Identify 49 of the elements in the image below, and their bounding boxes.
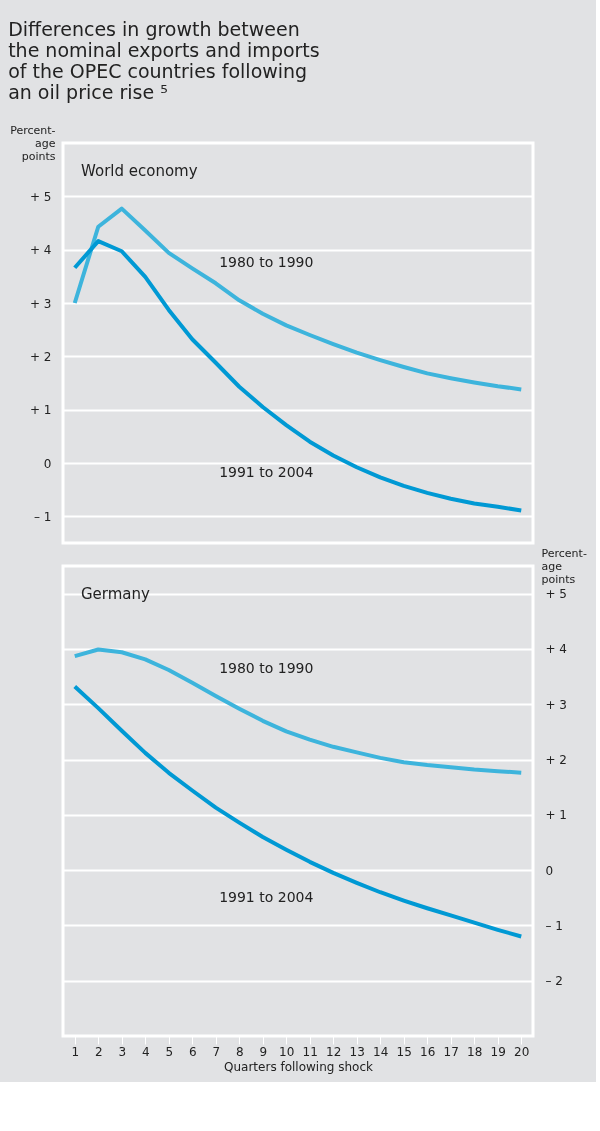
text: Germany (81, 585, 151, 603)
y-tick-label: – 1 (34, 509, 52, 524)
x-tick-label: 18 (467, 1044, 483, 1059)
y2-tick-label: + 4 (545, 642, 568, 657)
y2-tick-label: + 5 (545, 587, 568, 602)
x-tick-label: 19 (490, 1044, 506, 1059)
x-tick-label: 14 (373, 1044, 389, 1059)
x-tick-label: 10 (279, 1044, 295, 1059)
series-label: 1980 to 1990 (219, 254, 314, 271)
y-tick-label: + 4 (29, 243, 52, 258)
y-tick-label: + 3 (29, 296, 52, 311)
x-tick-label: 3 (118, 1044, 127, 1059)
text: World economy (81, 162, 198, 180)
y2-tick-label: – 2 (545, 974, 563, 989)
y-tick-label: + 1 (29, 403, 52, 418)
x-tick-label: 6 (188, 1044, 197, 1059)
line-series (72, 239, 524, 513)
y2-tick-label: + 1 (545, 808, 568, 823)
y-axis-title: Percent- age points (10, 123, 56, 163)
y2-tick-label: – 1 (545, 918, 563, 933)
x-tick-label: 4 (141, 1044, 150, 1059)
y-tick-label: 0 (43, 456, 52, 471)
x-tick-label: 7 (212, 1044, 221, 1059)
x-axis-title: Quarters following shock (224, 1059, 374, 1074)
x-tick-label: 1 (71, 1044, 80, 1059)
y2-tick-label: 0 (545, 863, 554, 878)
series-label: 1980 to 1990 (219, 660, 314, 677)
y-tick-label: + 2 (29, 349, 52, 364)
x-tick-label: 5 (165, 1044, 174, 1059)
x-tick-label: 2 (94, 1044, 103, 1059)
line-series (72, 206, 524, 392)
y-tick-label: + 5 (29, 189, 52, 204)
line-series (72, 684, 524, 939)
x-tick-label: 8 (235, 1044, 244, 1059)
series-label: 1991 to 2004 (219, 464, 314, 481)
x-tick-label: 11 (302, 1044, 318, 1059)
x-tick-label: 9 (259, 1044, 268, 1059)
line-series (72, 647, 524, 775)
x-tick-label: 15 (396, 1044, 412, 1059)
y2-axis-title: Percent- age points (541, 546, 587, 586)
x-tick-label: 16 (420, 1044, 436, 1059)
y2-tick-label: + 3 (545, 697, 568, 712)
chart-title: Differences in growth between the nominal exports and imports of the OPEC countries following an oil price rise ⁵ (8, 17, 320, 103)
y2-tick-label: + 2 (545, 753, 568, 768)
x-tick-label: 13 (349, 1044, 365, 1059)
x-tick-label: 20 (514, 1044, 530, 1059)
x-tick-label: 17 (443, 1044, 459, 1059)
series-label: 1991 to 2004 (219, 888, 314, 905)
x-tick-label: 12 (326, 1044, 342, 1059)
